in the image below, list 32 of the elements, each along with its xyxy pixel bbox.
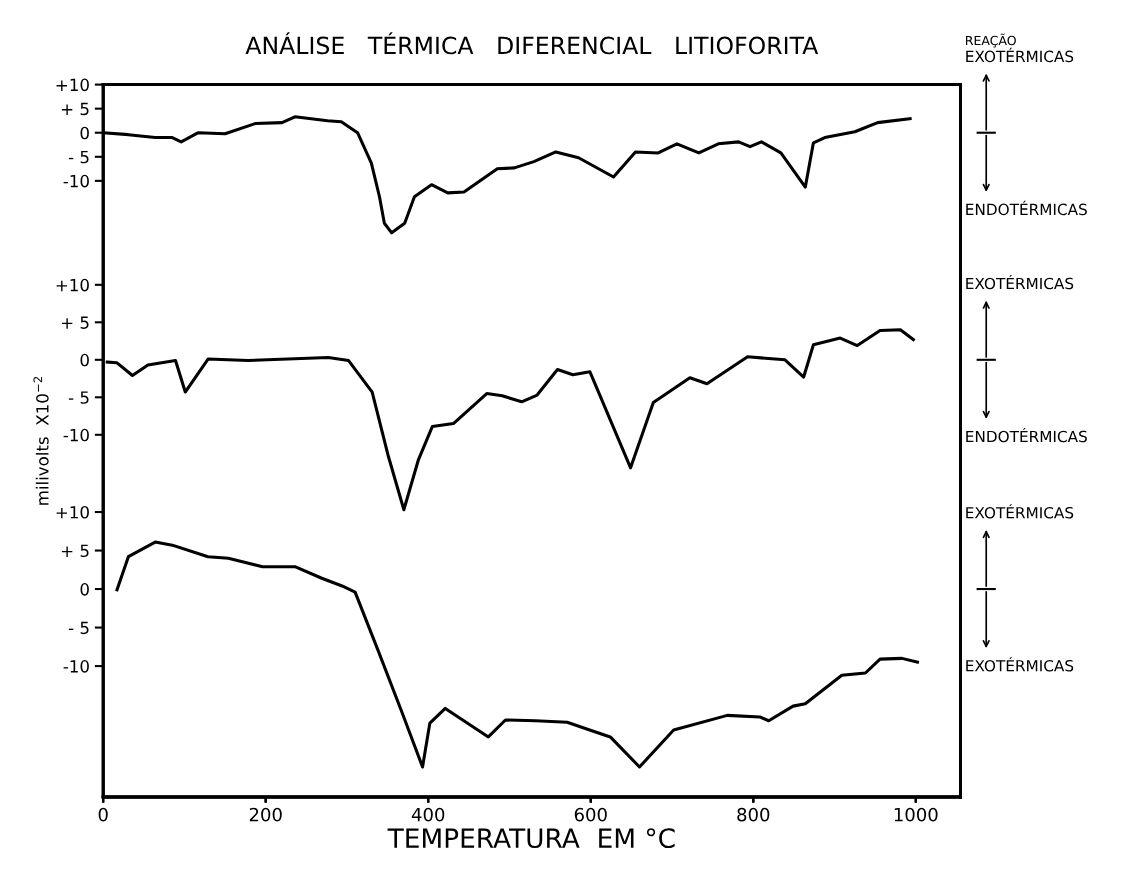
x-tick-label: 800 — [737, 807, 770, 822]
y-tick-label: + 5 — [61, 544, 89, 558]
x-tick-label: 1000 — [894, 807, 938, 822]
x-tick-label: 600 — [574, 807, 607, 822]
text: EXOTÉRMICAS — [966, 657, 1074, 672]
y-tick-label: - 5 — [68, 391, 89, 404]
y-tick-label: -10 — [63, 428, 89, 442]
text: ENDOTÉRMICAS — [966, 200, 1087, 216]
line-series — [115, 540, 919, 769]
y-tick-label: +10 — [56, 278, 89, 292]
y-tick-label: + 5 — [61, 316, 89, 329]
x-axis-title: TEMPERATURA EM °C — [387, 828, 675, 849]
y-tick-label: 0 — [80, 583, 89, 596]
text: ENDOTÉRMICAS — [966, 427, 1087, 443]
y-tick-label: - 5 — [68, 621, 89, 635]
chart-title: ANÁLISE TÉRMICA DIFERENCIAL LITIOFORITA — [245, 32, 819, 55]
y-axis-title: milivolts X10$^{−2}$ — [33, 376, 49, 505]
y-tick-label: +10 — [56, 506, 89, 519]
y-tick-label: - 5 — [68, 150, 89, 164]
text: EXOTÉRMICAS — [966, 504, 1074, 519]
y-tick-label: + 5 — [61, 102, 89, 116]
text: EXOTÉRMICAS — [966, 274, 1074, 290]
text: REAÇÃO — [966, 33, 1016, 48]
y-tick-label: 0 — [80, 353, 89, 367]
y-tick-label: 0 — [80, 126, 89, 140]
text: EXOTÉRMICAS — [966, 47, 1074, 63]
x-tick-label: 400 — [411, 807, 445, 822]
y-tick-label: -10 — [63, 660, 89, 673]
x-tick-label: 0 — [98, 807, 108, 822]
y-tick-label: -10 — [63, 174, 89, 188]
y-tick-label: +10 — [56, 78, 89, 92]
x-tick-label: 200 — [249, 807, 282, 822]
